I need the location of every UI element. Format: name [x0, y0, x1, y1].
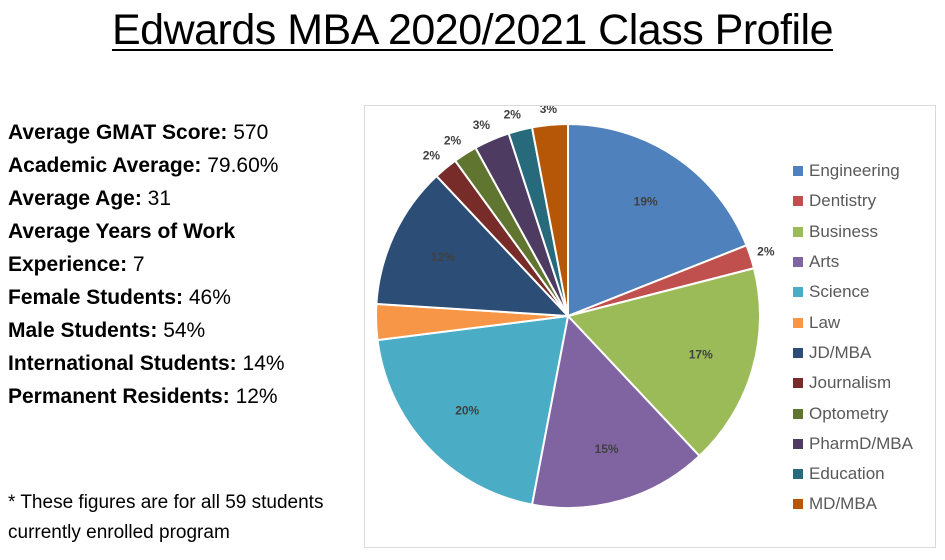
legend-item: PharmD/MBA	[793, 429, 913, 459]
legend-swatch	[793, 257, 803, 268]
stat-line: Female Students: 46%	[8, 281, 353, 314]
stat-label: Academic Average:	[8, 154, 202, 177]
legend-swatch	[793, 469, 803, 480]
legend-item: Law	[793, 307, 913, 337]
stat-label: Experience:	[8, 253, 128, 276]
pie-slice-arts	[530, 313, 701, 509]
slice-data-label: 2%	[504, 108, 522, 122]
stat-label: Male Students:	[8, 319, 158, 342]
stat-value: 79.60%	[201, 154, 279, 177]
legend-swatch	[793, 196, 803, 207]
slice-data-label: 20%	[455, 404, 479, 418]
slice-data-label: 19%	[634, 195, 658, 209]
footnote: * These figures are for all 59 students …	[8, 488, 363, 548]
slice-data-label: 3%	[473, 118, 491, 132]
stat-line: Academic Average: 79.60%	[8, 149, 353, 182]
stat-line: Average Years of Work	[8, 215, 353, 248]
stat-line: Male Students: 54%	[8, 314, 353, 347]
legend-label: Education	[809, 464, 885, 484]
stat-line: Experience: 7	[8, 248, 353, 281]
stat-value: 46%	[183, 286, 231, 309]
stat-label: Permanent Residents:	[8, 385, 230, 408]
legend-item: Dentistry	[793, 186, 913, 216]
legend-item: Engineering	[793, 156, 913, 186]
legend-item: MD/MBA	[793, 489, 913, 519]
legend-swatch	[793, 408, 803, 419]
stat-value: 570	[227, 121, 269, 144]
legend-item: Education	[793, 459, 913, 489]
legend-swatch	[793, 166, 803, 177]
pie-chart: 19%2%17%15%20%3%12%2%2%3%2%3%	[365, 106, 775, 509]
stat-value: 31	[141, 187, 172, 210]
legend-item: Science	[793, 277, 913, 307]
legend-item: Arts	[793, 247, 913, 277]
footnote-line-2: currently enrolled program	[8, 522, 230, 543]
stat-label: Average Years of Work	[8, 220, 236, 243]
legend-label: Engineering	[809, 161, 900, 181]
stat-label: Average Age:	[8, 187, 142, 210]
legend-item: Journalism	[793, 368, 913, 398]
stat-label: International Students:	[8, 352, 237, 375]
legend-item: Optometry	[793, 398, 913, 428]
stats-list: Average GMAT Score: 570 Academic Average:…	[8, 116, 353, 413]
slice-data-label: 3%	[540, 106, 558, 116]
pie-chart-area: 19%2%17%15%20%3%12%2%2%3%2%3% Engineerin…	[364, 105, 936, 548]
legend-swatch	[793, 287, 803, 298]
legend-label: PharmD/MBA	[809, 433, 913, 453]
footnote-line-1: * These figures are for all 59 students	[8, 492, 324, 513]
pie-slice-jd-mba	[375, 174, 571, 318]
stat-value: 14%	[236, 352, 285, 375]
slice-data-label: 12%	[431, 250, 455, 264]
legend-label: Journalism	[809, 373, 892, 393]
stat-label: Female Students:	[8, 286, 184, 309]
slice-data-label: 2%	[757, 245, 775, 259]
legend-label: MD/MBA	[809, 494, 877, 514]
pie-slice-engineering	[567, 122, 748, 318]
stat-value: 7	[127, 253, 145, 276]
legend-item: JD/MBA	[793, 338, 913, 368]
chart-legend: Engineering Dentistry Business Arts Science L…	[793, 156, 913, 520]
legend-label: Science	[809, 282, 870, 302]
legend-label: Optometry	[809, 403, 889, 423]
pie-slice-science	[376, 314, 570, 506]
legend-swatch	[793, 499, 803, 510]
stat-line: International Students: 14%	[8, 347, 353, 380]
pie-slice-business	[566, 267, 761, 458]
stat-value: 12%	[229, 385, 278, 408]
page-title: Edwards MBA 2020/2021 Class Profile	[111, 6, 834, 54]
legend-swatch	[793, 378, 803, 389]
legend-label: Dentistry	[809, 191, 877, 211]
legend-swatch	[793, 317, 803, 328]
slice-data-label: 17%	[689, 348, 713, 362]
legend-label: Law	[809, 312, 841, 332]
stat-value: 54%	[157, 319, 206, 342]
stat-label: Average GMAT Score:	[8, 121, 228, 144]
legend-label: Business	[809, 221, 878, 241]
stat-line: Average GMAT Score: 570	[8, 116, 353, 149]
stat-line: Average Age: 31	[8, 182, 353, 215]
legend-item: Business	[793, 217, 913, 247]
legend-label: Arts	[809, 252, 840, 272]
slice-data-label: 2%	[423, 149, 441, 163]
legend-label: JD/MBA	[809, 342, 872, 362]
slice-data-label: 15%	[595, 442, 619, 456]
legend-swatch	[793, 438, 803, 449]
slice-data-label: 2%	[444, 133, 462, 147]
pie-slice-md-mba	[530, 122, 569, 317]
stat-line: Permanent Residents: 12%	[8, 380, 353, 413]
legend-swatch	[793, 347, 803, 358]
legend-swatch	[793, 226, 803, 237]
